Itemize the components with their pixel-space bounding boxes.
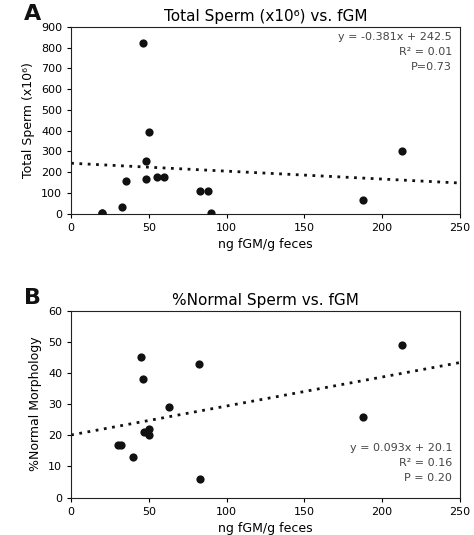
Y-axis label: %Normal Morphology: %Normal Morphology bbox=[29, 337, 42, 471]
Point bbox=[122, 177, 129, 186]
X-axis label: ng fGM/g feces: ng fGM/g feces bbox=[218, 522, 313, 535]
Point bbox=[399, 341, 406, 349]
Point bbox=[195, 360, 202, 368]
Point bbox=[204, 187, 212, 195]
Text: B: B bbox=[24, 288, 41, 308]
Text: A: A bbox=[24, 4, 41, 24]
Point bbox=[137, 353, 145, 362]
Point bbox=[114, 440, 121, 449]
Point bbox=[165, 403, 173, 411]
Title: Total Sperm (x10⁶) vs. fGM: Total Sperm (x10⁶) vs. fGM bbox=[164, 9, 367, 24]
Point bbox=[145, 431, 153, 440]
Point bbox=[196, 475, 204, 483]
Point bbox=[139, 375, 146, 384]
Y-axis label: Total Sperm (x10⁶): Total Sperm (x10⁶) bbox=[22, 62, 36, 178]
Text: y = -0.381x + 242.5
R² = 0.01
P=0.73: y = -0.381x + 242.5 R² = 0.01 P=0.73 bbox=[338, 32, 452, 72]
Point bbox=[129, 453, 137, 461]
Point bbox=[118, 203, 126, 212]
Point bbox=[142, 156, 149, 165]
Point bbox=[140, 428, 148, 437]
Point bbox=[360, 196, 367, 204]
Text: y = 0.093x + 20.1
R² = 0.16
P = 0.20: y = 0.093x + 20.1 R² = 0.16 P = 0.20 bbox=[349, 443, 452, 483]
Point bbox=[207, 208, 215, 217]
Point bbox=[99, 208, 106, 217]
Point bbox=[153, 173, 160, 181]
Point bbox=[399, 147, 406, 156]
Point bbox=[139, 39, 146, 48]
Point bbox=[161, 173, 168, 181]
Point bbox=[145, 425, 153, 433]
Point bbox=[142, 175, 149, 184]
X-axis label: ng fGM/g feces: ng fGM/g feces bbox=[218, 238, 313, 251]
Title: %Normal Sperm vs. fGM: %Normal Sperm vs. fGM bbox=[172, 293, 359, 308]
Point bbox=[145, 127, 153, 136]
Point bbox=[99, 208, 106, 217]
Point bbox=[117, 440, 125, 449]
Point bbox=[360, 412, 367, 421]
Point bbox=[196, 187, 204, 195]
